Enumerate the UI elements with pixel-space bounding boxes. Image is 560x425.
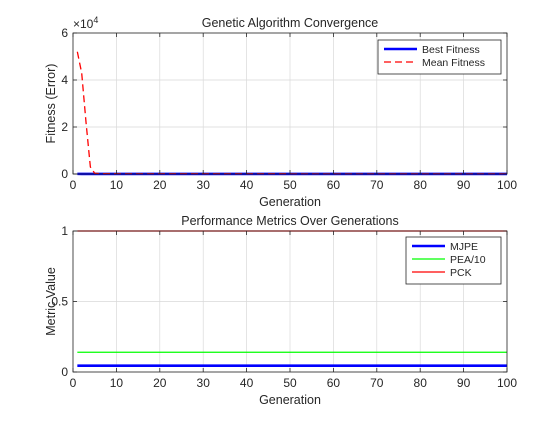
x-axis-label: Generation xyxy=(259,393,321,407)
y-axis-label: Metric Value xyxy=(44,267,58,336)
x-tick-label: 80 xyxy=(414,178,428,192)
chart-title: Performance Metrics Over Generations xyxy=(181,214,398,228)
x-tick-label: 0 xyxy=(70,178,77,192)
x-tick-label: 90 xyxy=(457,376,471,390)
x-tick-label: 20 xyxy=(153,178,167,192)
x-tick-label: 100 xyxy=(497,178,517,192)
chart-title: Genetic Algorithm Convergence xyxy=(202,16,379,30)
x-tick-label: 50 xyxy=(283,178,297,192)
y-tick-label: 0 xyxy=(61,365,68,379)
x-tick-label: 10 xyxy=(110,376,124,390)
x-tick-label: 10 xyxy=(110,178,124,192)
x-tick-label: 50 xyxy=(283,376,297,390)
x-tick-label: 0 xyxy=(70,376,77,390)
y-tick-label: 4 xyxy=(61,73,68,87)
x-axis-label: Generation xyxy=(259,195,321,209)
x-tick-label: 100 xyxy=(497,376,517,390)
x-tick-label: 30 xyxy=(197,178,211,192)
x-tick-label: 40 xyxy=(240,376,254,390)
x-tick-label: 90 xyxy=(457,178,471,192)
x-tick-label: 20 xyxy=(153,376,167,390)
legend-label-3: PCK xyxy=(450,267,472,279)
y-tick-label: 0 xyxy=(61,167,68,181)
x-tick-label: 30 xyxy=(197,376,211,390)
x-tick-label: 60 xyxy=(327,178,341,192)
x-tick-label: 80 xyxy=(414,376,428,390)
legend-label-1: Best Fitness xyxy=(422,44,480,56)
x-tick-label: 40 xyxy=(240,178,254,192)
chart-1: 0 10 20 30 40 50 60 70 80 90 100 0 2 4 6 ×104 Genetic Al… xyxy=(44,15,517,209)
x-tick-label: 60 xyxy=(327,376,341,390)
y-tick-label: 6 xyxy=(61,26,68,40)
y-axis-label: Fitness (Error) xyxy=(44,64,58,144)
legend-label-1: MJPE xyxy=(450,241,478,253)
y-tick-label: 2 xyxy=(61,120,68,134)
x-tick-label: 70 xyxy=(370,376,384,390)
legend-label-2: PEA/10 xyxy=(450,254,486,266)
legend-label-2: Mean Fitness xyxy=(422,57,485,69)
y-exponent-label: ×104 xyxy=(73,15,98,31)
x-tick-label: 70 xyxy=(370,178,384,192)
y-tick-label: 1 xyxy=(61,224,68,238)
